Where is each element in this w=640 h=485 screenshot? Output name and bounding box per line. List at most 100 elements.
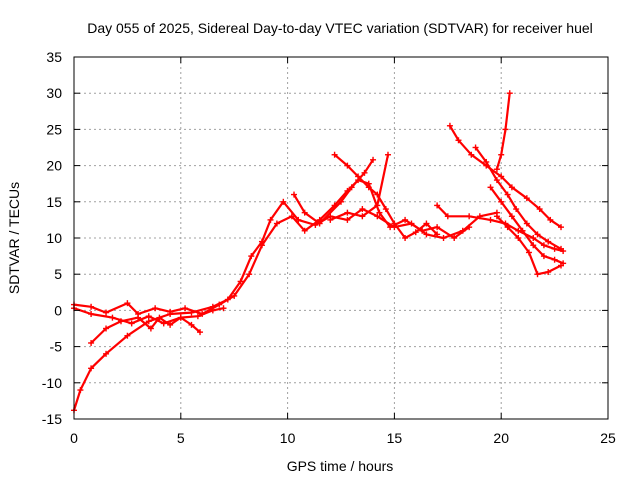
data-point [384,151,391,158]
data-point [493,213,500,220]
data-point [145,318,152,325]
data-point [513,206,520,213]
data-point [194,313,201,320]
data-point [374,202,381,209]
data-point [145,313,152,320]
data-point [301,227,308,234]
data-point [391,220,398,227]
series-track-2 [71,177,473,318]
data-point [455,137,462,144]
x-axis-label: GPS time / hours [287,458,394,474]
data-point [77,387,84,394]
data-point [273,220,280,227]
series-line [72,179,471,316]
y-tick-label: 20 [46,158,62,174]
data-point [545,238,552,245]
data-point [152,305,159,312]
data-point [446,122,453,129]
data-point [124,332,131,339]
data-point [237,278,244,285]
x-tick-label: 20 [493,430,509,446]
series-track-7 [327,151,391,223]
data-point [412,229,419,236]
data-point [387,224,394,231]
data-point [124,300,131,307]
series-track-1 [71,198,500,414]
axes-layer: 0 5 10 15 20 25 -15 -10 -5 0 5 10 15 20 25 30 35 [42,49,616,446]
data-point [280,198,287,205]
data-point [466,213,473,220]
series-track-13 [493,90,513,173]
data-point [419,227,426,234]
data-point [376,209,383,216]
data-point [534,231,541,238]
series-track-4 [88,314,204,346]
data-point [103,350,110,357]
data-point [156,314,163,321]
y-tick-label: -5 [50,339,63,355]
data-point [348,184,355,191]
data-point [258,242,265,249]
data-point [355,173,362,180]
data-point [344,162,351,169]
data-point [331,151,338,158]
data-point [540,242,547,249]
y-tick-label: 15 [46,194,62,210]
data-point [209,307,216,314]
data-point [135,314,142,321]
data-point [434,202,441,209]
data-point [498,173,505,180]
data-point [359,213,366,220]
x-tick-label: 5 [177,430,185,446]
series-track-12 [493,213,565,278]
series-line [72,307,225,325]
data-point [216,301,223,308]
data-point [434,224,441,231]
data-point [365,184,372,191]
series-line [292,158,375,225]
data-point [402,216,409,223]
data-point [519,227,526,234]
data-point [147,325,154,332]
data-point [370,156,377,163]
data-point [506,90,513,97]
series-track-9 [446,122,565,231]
data-point [117,318,124,325]
data-point [487,216,494,223]
data-point [468,151,475,158]
series-line [448,124,563,229]
grid-layer [74,57,608,419]
data-point [246,271,253,278]
data-point [498,151,505,158]
data-point [551,245,558,252]
data-point [451,235,458,241]
data-point [88,303,95,310]
data-point [109,314,116,321]
data-point [504,191,511,198]
data-point [344,209,351,216]
data-point [338,198,344,205]
data-point [291,191,298,198]
y-axis-label: SDTVAR / TECUs [6,182,22,294]
data-point [197,329,204,336]
series-track-10 [472,144,565,252]
x-tick-label: 10 [280,430,296,446]
y-tick-label: -15 [42,411,62,427]
data-point [525,249,532,256]
data-point [523,220,530,227]
data-point [487,184,494,191]
y-tick-label: 0 [54,302,62,318]
data-point [558,245,565,252]
data-point [558,262,565,269]
data-point [508,213,515,220]
data-point [483,158,490,165]
data-point [515,235,522,241]
data-point [248,253,255,260]
data-point [288,213,295,220]
data-point [188,321,195,328]
data-point [103,309,110,316]
data-point [423,231,430,238]
data-point [220,305,227,312]
data-point [508,184,515,191]
x-tick-label: 0 [70,430,78,446]
